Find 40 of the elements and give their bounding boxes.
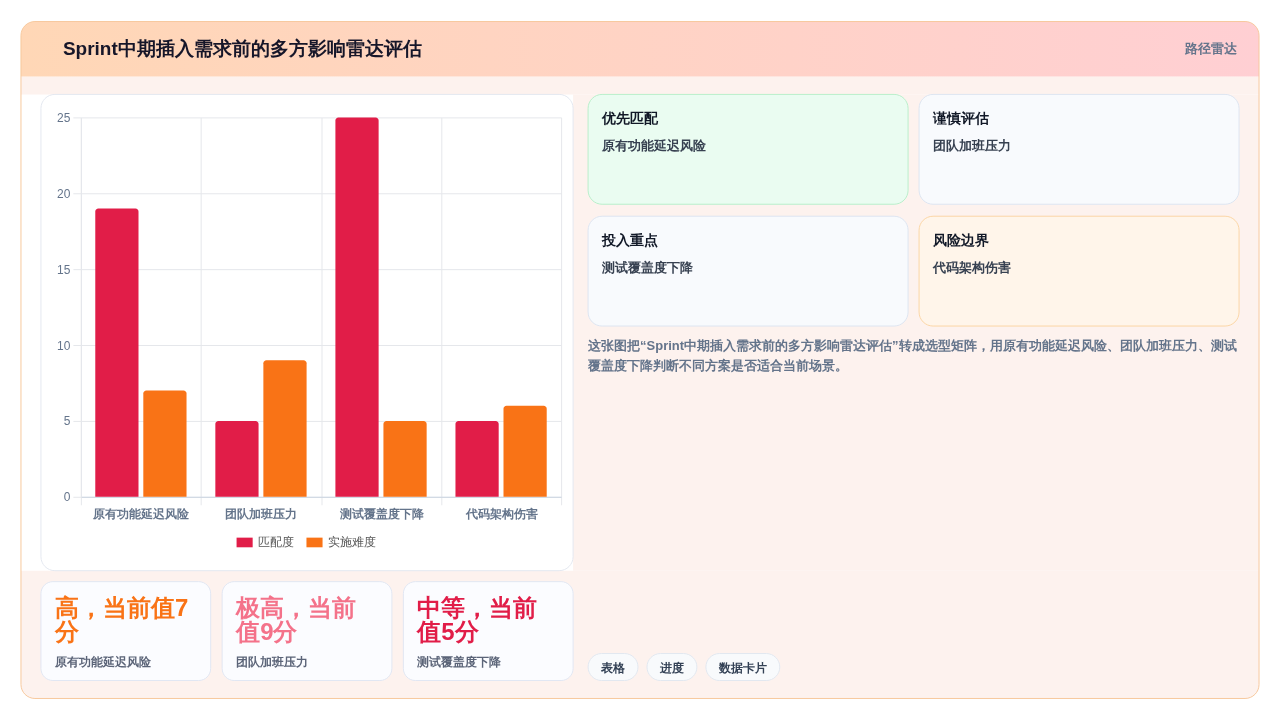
text: 极高，当前值9分 (235, 593, 357, 645)
text: Sprint中期插入需求前的多方影响雷达评估 (62, 38, 422, 60)
x-tick-label: 测试覆盖度下降 (338, 507, 425, 522)
text: 原有功能延迟风险 (53, 654, 152, 669)
bar (95, 208, 139, 497)
text: 路径雷达 (1184, 41, 1239, 57)
bar (215, 420, 259, 497)
text: 风险边界 (932, 232, 990, 249)
bar (503, 405, 547, 497)
y-tick-label: 5 (63, 414, 71, 429)
text: 团队加班压力 (933, 138, 1012, 154)
y-tick-label: 0 (63, 490, 71, 505)
text: 优先匹配 (601, 110, 660, 127)
y-tick-label: 20 (57, 186, 71, 201)
text: 表格 (600, 660, 627, 675)
y-tick-label: 25 (57, 110, 71, 125)
text: 数据卡片 (717, 660, 767, 675)
bar (143, 390, 187, 497)
bar (455, 420, 499, 497)
text: 投入重点 (601, 232, 659, 249)
text: 中等，当前值5分 (416, 593, 538, 645)
text: 团队加班压力 (236, 654, 309, 669)
text: 代码架构伤害 (932, 260, 1012, 276)
text: 进度 (658, 660, 684, 675)
text: 谨慎评估 (932, 110, 990, 127)
bar (263, 360, 307, 497)
x-tick-label: 原有功能延迟风险 (92, 507, 191, 522)
x-tick-label: 团队加班压力 (225, 507, 298, 522)
text: 原有功能延迟风险 (601, 138, 708, 154)
text: 这张图把“Sprint中期插入需求前的多方影响雷达评估”转成选型矩阵，用原有功能延迟风险、团队加班压力、测试覆盖度下降判断不同方案是否适合当前场景。 (587, 338, 1237, 373)
text: 测试覆盖度下降 (601, 260, 695, 276)
legend-label: 实施难度 (327, 535, 376, 550)
bar (383, 420, 427, 497)
text: 测试覆盖度下降 (416, 654, 503, 669)
x-tick-label: 代码架构伤害 (464, 507, 538, 522)
bar (335, 117, 379, 497)
text: 高，当前值7分 (53, 593, 189, 645)
legend-label: 匹配度 (258, 535, 295, 550)
y-tick-label: 15 (57, 262, 71, 277)
y-tick-label: 10 (57, 338, 71, 353)
